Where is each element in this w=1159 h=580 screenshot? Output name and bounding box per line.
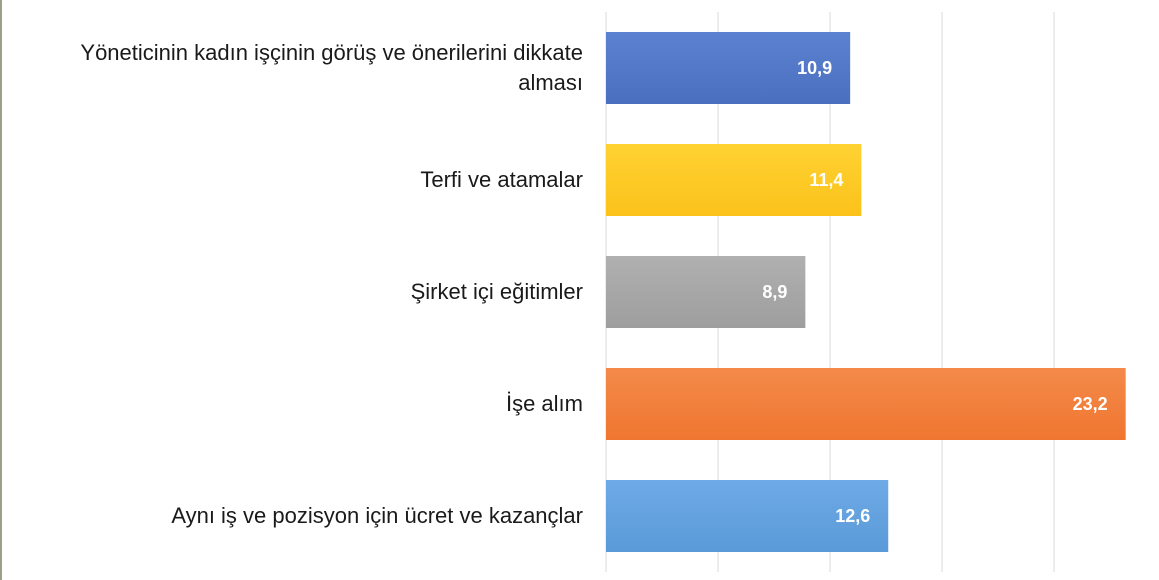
value-label-0: 10,9 — [797, 58, 832, 78]
category-label-3: İşe alım — [506, 391, 583, 416]
category-label-2-line-0: Şirket içi eğitimler — [411, 279, 583, 304]
bar-2 — [606, 256, 806, 328]
bar-0 — [606, 32, 851, 104]
category-labels: Yöneticinin kadın işçinin görüş ve öneri… — [80, 40, 583, 528]
bar-4 — [606, 480, 889, 552]
bars — [606, 32, 1126, 552]
category-label-3-line-0: İşe alım — [506, 391, 583, 416]
category-label-0: Yöneticinin kadın işçinin görüş ve öneri… — [80, 40, 583, 95]
category-label-0-line-0: Yöneticinin kadın işçinin görüş ve öneri… — [80, 40, 583, 65]
category-label-4-line-0: Aynı iş ve pozisyon için ücret ve kazanç… — [171, 503, 583, 528]
bar-1 — [606, 144, 862, 216]
value-label-3: 23,2 — [1073, 394, 1108, 414]
value-labels: 10,9 11,4 8,9 23,2 12,6 — [762, 58, 1107, 526]
bar-3 — [606, 368, 1126, 440]
category-label-4: Aynı iş ve pozisyon için ücret ve kazanç… — [171, 503, 583, 528]
value-label-2: 8,9 — [762, 282, 787, 302]
category-label-1-line-0: Terfi ve atamalar — [420, 167, 583, 192]
category-label-2: Şirket içi eğitimler — [411, 279, 583, 304]
category-label-1: Terfi ve atamalar — [420, 167, 583, 192]
value-label-1: 11,4 — [809, 170, 843, 190]
category-label-0-line-1: alması — [518, 70, 583, 95]
gridlines — [605, 12, 1055, 572]
value-label-4: 12,6 — [835, 506, 870, 526]
